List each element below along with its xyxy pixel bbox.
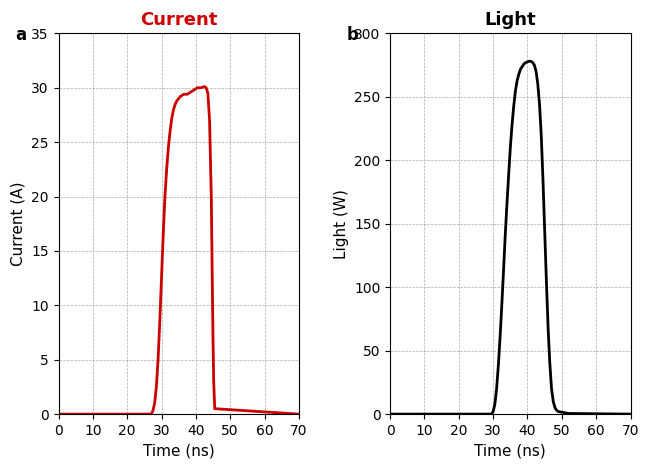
X-axis label: Time (ns): Time (ns): [474, 444, 546, 458]
X-axis label: Time (ns): Time (ns): [143, 444, 214, 458]
Title: Current: Current: [140, 11, 217, 29]
Text: a: a: [15, 26, 27, 44]
Text: b: b: [347, 26, 359, 44]
Y-axis label: Light (W): Light (W): [333, 189, 348, 258]
Title: Light: Light: [484, 11, 536, 29]
Y-axis label: Current (A): Current (A): [10, 181, 25, 266]
